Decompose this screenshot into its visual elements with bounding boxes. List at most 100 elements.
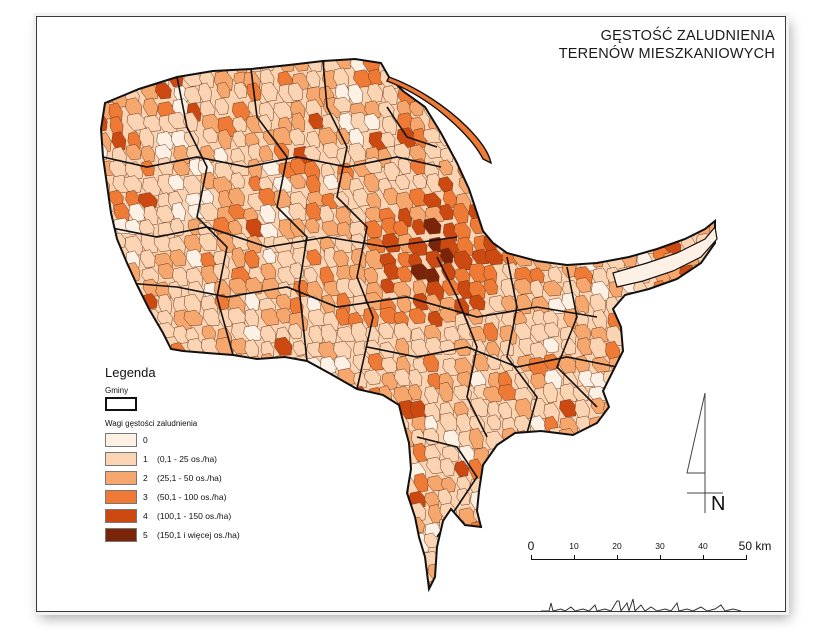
- map-cell: [383, 59, 403, 74]
- map-cell: [101, 548, 112, 568]
- map-cell: [101, 59, 110, 73]
- map-cell: [408, 368, 423, 388]
- map-cell: [427, 310, 443, 328]
- map-cell: [576, 337, 593, 356]
- map-cell: [590, 188, 608, 205]
- map-cell: [245, 218, 265, 238]
- map-cell: [288, 323, 303, 340]
- map-cell: [167, 552, 186, 569]
- map-cell: [486, 353, 501, 370]
- north-label: N: [711, 493, 726, 515]
- map-cell: [694, 130, 709, 149]
- map-cell: [653, 397, 669, 417]
- map-cell: [469, 59, 486, 74]
- map-cell: [487, 113, 502, 131]
- map-cell: [652, 413, 671, 434]
- map-cell: [574, 432, 591, 454]
- map-cell: [124, 59, 142, 73]
- map-cell: [620, 491, 636, 510]
- map-cell: [666, 310, 685, 332]
- map-cell: [366, 427, 380, 444]
- map-cell: [711, 188, 715, 205]
- map-cell: [667, 505, 687, 525]
- map-cell: [321, 578, 336, 589]
- map-cell: [367, 83, 383, 103]
- map-cell: [665, 351, 680, 369]
- map-cell: [606, 87, 621, 105]
- map-cell: [634, 339, 654, 361]
- map-cell: [618, 522, 636, 542]
- map-cell: [422, 128, 442, 144]
- map-cell: [499, 339, 515, 357]
- map-cell: [483, 278, 499, 296]
- map-cell: [694, 82, 709, 100]
- map-cell: [653, 326, 672, 347]
- map-cell: [698, 522, 715, 541]
- map-cell: [635, 383, 650, 404]
- map-cell: [368, 412, 388, 431]
- map-cell: [619, 175, 636, 196]
- map-cell: [382, 533, 399, 554]
- map-cell: [139, 59, 154, 75]
- map-cell: [543, 280, 562, 297]
- legend-swatch: [105, 451, 137, 466]
- map-cell: [306, 70, 321, 88]
- map-cell: [183, 578, 203, 589]
- legend-class-0: 0: [105, 430, 345, 449]
- map-cell: [365, 325, 380, 345]
- map-cell: [542, 382, 558, 403]
- map-cell: [547, 131, 562, 148]
- map-cell: [143, 97, 158, 117]
- map-cell: [425, 336, 444, 356]
- map-cell: [543, 59, 558, 70]
- map-cell: [679, 189, 696, 210]
- map-cell: [664, 416, 683, 433]
- map-cell: [336, 147, 351, 167]
- map-cell: [711, 143, 715, 161]
- map-cell: [333, 562, 353, 579]
- map-cell: [607, 174, 623, 194]
- map-cell: [110, 71, 125, 90]
- map-cell: [575, 520, 591, 542]
- map-cell: [668, 281, 688, 300]
- map-cell: [440, 579, 458, 589]
- map-cell: [337, 326, 356, 343]
- map-cell: [680, 311, 694, 331]
- map-cell: [439, 457, 455, 477]
- map-cell: [649, 71, 667, 89]
- map-cell: [514, 72, 532, 89]
- map-cell: [470, 563, 485, 585]
- scale-tick: [574, 555, 575, 559]
- map-cell: [647, 114, 664, 134]
- map-cell: [138, 324, 153, 340]
- map-cell: [531, 431, 546, 450]
- map-cell: [365, 249, 384, 270]
- map-cell: [648, 82, 668, 103]
- map-cell: [260, 547, 278, 566]
- map-cell: [664, 158, 679, 175]
- map-title-line1: GĘSTOŚĆ ZALUDNIENIA: [600, 28, 775, 44]
- map-cell: [363, 113, 381, 131]
- map-cell: [693, 265, 710, 283]
- map-cell: [363, 220, 383, 239]
- map-cell: [247, 158, 263, 180]
- map-cell: [517, 188, 533, 208]
- map-cell: [333, 340, 352, 360]
- map-cell: [694, 171, 715, 190]
- map-cell: [101, 310, 113, 328]
- map-cell: [409, 187, 428, 207]
- scale-label-0: 0: [527, 539, 535, 553]
- legend-swatch: [105, 508, 137, 523]
- legend-class-num: 4: [143, 510, 148, 521]
- map-cell: [604, 235, 622, 254]
- map-cell: [439, 536, 456, 557]
- map-cell: [198, 82, 212, 103]
- map-cell: [101, 247, 108, 269]
- map-cell: [248, 563, 265, 584]
- map-cell: [439, 247, 454, 265]
- map-cell: [364, 536, 380, 558]
- map-cell: [378, 322, 394, 340]
- map-cell: [412, 579, 427, 589]
- map-cell: [634, 566, 648, 586]
- map-cell: [183, 293, 202, 315]
